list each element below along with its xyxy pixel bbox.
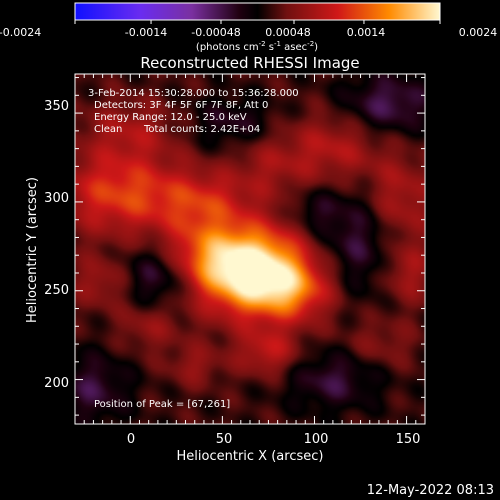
colorbar-tick-label: 0.00048: [265, 26, 311, 39]
axis-ticks: [75, 74, 426, 424]
annotation-peak-position: Position of Peak = [67,261]: [94, 399, 230, 410]
colorbar-gradient: [74, 2, 441, 21]
footer-timestamp: 12-May-2022 08:13: [367, 483, 494, 498]
annotation-time-range: 3-Feb-2014 15:30:28.000 to 15:36:28.000: [88, 88, 299, 99]
annotation-method: Clean: [94, 124, 122, 135]
annotation-energy: Energy Range: 12.0 - 25.0 keV: [94, 112, 247, 123]
x-tick-label: 0: [127, 432, 135, 447]
annotation-detectors: Detectors: 3F 4F 5F 6F 7F 8F, Att 0: [94, 100, 268, 111]
y-tick-label: 250: [44, 283, 69, 298]
colorbar-tick-label: 0.0014: [347, 26, 386, 39]
x-axis-label: Heliocentric X (arcsec): [177, 449, 324, 464]
colorbar-tick-label: -0.0024: [0, 26, 41, 39]
x-tick-label: 150: [396, 432, 421, 447]
y-tick-label: 350: [44, 99, 69, 114]
chart-title: Reconstructed RHESSI Image: [140, 54, 359, 72]
y-axis-label: Heliocentric Y (arcsec): [25, 177, 40, 323]
y-tick-label: 200: [44, 376, 69, 391]
colorbar-tick-label: -0.00048: [191, 26, 240, 39]
x-tick-label: 50: [216, 432, 233, 447]
colorbar-tick-label: 0.0024: [459, 26, 498, 39]
heatmap-image: [75, 74, 425, 424]
colorbar-tick-label: -0.0014: [125, 26, 167, 39]
heatmap-raster: [75, 74, 425, 424]
colorbar-units: (photons cm-2 s-1 asec-2): [196, 40, 318, 53]
annotation-total-counts: Total counts: 2.42E+04: [143, 124, 260, 135]
x-tick-label: 100: [304, 432, 329, 447]
y-tick-label: 300: [44, 191, 69, 206]
colorbar: -0.0024 -0.0014 -0.00048 0.00048 0.0014 …: [0, 2, 498, 53]
colorbar-ticks: [74, 20, 441, 24]
